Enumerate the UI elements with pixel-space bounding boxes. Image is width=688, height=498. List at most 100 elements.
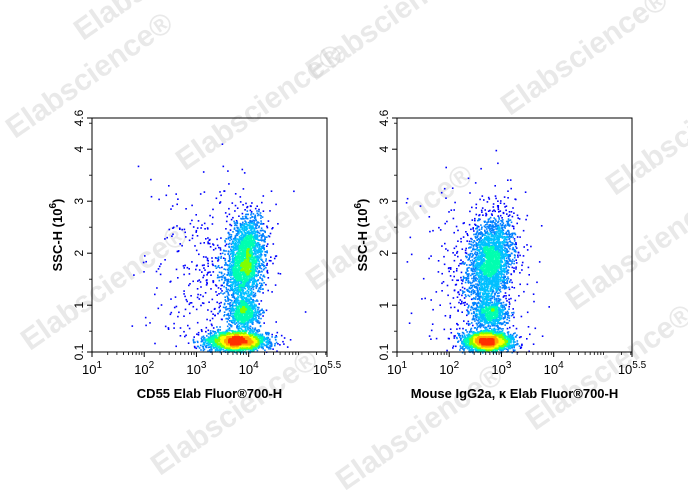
event-dot [242, 188, 245, 190]
event-dot [270, 190, 273, 192]
event-dot [210, 338, 213, 341]
event-dot [181, 228, 183, 231]
event-dot [209, 346, 212, 348]
event-dot [252, 308, 254, 311]
event-dot [246, 272, 249, 275]
event-dot [192, 339, 195, 342]
event-dot [256, 300, 259, 302]
event-dot [263, 336, 265, 338]
event-dot [267, 336, 269, 339]
event-dot [237, 303, 240, 305]
event-dot [238, 239, 241, 242]
event-dot [254, 224, 257, 226]
event-dot [228, 267, 230, 270]
event-dot [237, 334, 239, 336]
event-dot [234, 305, 236, 307]
event-dot [255, 283, 258, 286]
event-dot [195, 347, 198, 350]
event-dot [235, 229, 237, 232]
event-dot [202, 343, 204, 346]
event-dot [252, 277, 254, 280]
event-dot [207, 338, 210, 340]
event-dot [258, 235, 261, 237]
event-dot [256, 349, 259, 352]
event-dot [267, 277, 270, 279]
event-dot [187, 324, 189, 327]
event-dot [258, 262, 260, 265]
event-dot [251, 293, 253, 295]
event-dot [198, 269, 201, 271]
event-dot [226, 278, 229, 281]
event-dot [262, 195, 265, 197]
event-dot [244, 248, 247, 251]
event-dot [230, 268, 233, 270]
event-dot [233, 249, 236, 251]
event-dot [257, 333, 260, 336]
event-dot [229, 304, 232, 307]
event-dot [232, 290, 235, 292]
event-dot [242, 218, 244, 220]
event-dot [248, 350, 251, 352]
event-dot [247, 260, 249, 262]
event-dot [253, 344, 256, 346]
event-dot [240, 267, 242, 270]
event-dot [255, 235, 258, 237]
event-dot [233, 302, 235, 304]
event-dot [238, 277, 240, 279]
event-dot [251, 252, 253, 255]
event-dot [232, 292, 235, 294]
event-dot [247, 282, 250, 285]
event-dot [239, 222, 242, 225]
event-dot [304, 311, 307, 313]
event-dot [256, 212, 259, 215]
event-dot [242, 237, 244, 239]
event-dot [255, 238, 258, 240]
event-dot [244, 304, 246, 307]
event-dot [232, 249, 234, 251]
event-dot [216, 294, 218, 296]
event-dot [207, 262, 209, 265]
event-dot [228, 315, 230, 317]
event-dot [243, 296, 245, 299]
event-dot [219, 349, 222, 352]
event-dot [241, 241, 243, 243]
event-dot [245, 216, 248, 218]
event-dot [247, 292, 250, 294]
event-dot [222, 334, 225, 337]
event-dot [195, 308, 198, 311]
event-dot [246, 227, 248, 229]
event-dot [212, 208, 214, 211]
event-dot [249, 217, 252, 219]
event-dot [248, 279, 251, 282]
event-dot [248, 285, 251, 287]
event-dot [195, 214, 197, 216]
event-dot [241, 292, 243, 295]
event-dot [247, 248, 250, 250]
event-dot [265, 332, 268, 334]
event-dot [202, 295, 204, 298]
event-dot [227, 345, 229, 348]
event-dot [256, 205, 258, 207]
event-dot [244, 244, 247, 246]
event-dot [238, 283, 240, 285]
event-dot [256, 259, 258, 262]
event-dot [233, 308, 235, 310]
event-dot [245, 319, 247, 322]
event-dot [221, 290, 223, 292]
event-dot [230, 310, 233, 313]
event-dot [241, 233, 243, 236]
event-dot [237, 240, 240, 243]
event-dot [175, 305, 178, 308]
event-dot [226, 333, 228, 336]
event-dot [240, 279, 242, 281]
event-dot [226, 290, 229, 292]
event-dot [236, 258, 238, 260]
event-dot [249, 255, 251, 257]
event-dot [218, 246, 220, 249]
event-dot [207, 309, 209, 311]
event-dot [157, 307, 160, 310]
event-dot [219, 249, 222, 251]
event-dot [204, 228, 206, 230]
event-dot [137, 165, 140, 168]
event-dot [206, 282, 208, 285]
